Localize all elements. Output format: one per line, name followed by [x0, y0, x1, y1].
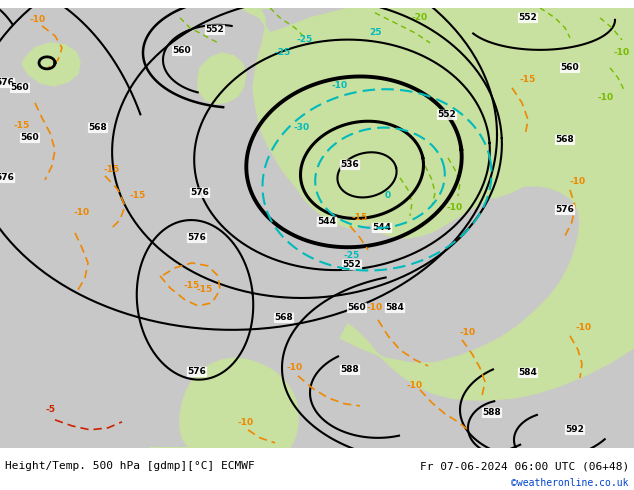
Text: 544: 544: [373, 223, 392, 232]
Text: 588: 588: [340, 366, 359, 374]
Text: 568: 568: [89, 123, 107, 132]
Text: -10: -10: [407, 381, 423, 391]
Text: -15: -15: [104, 165, 120, 174]
Text: -10: -10: [576, 323, 592, 332]
Text: -10: -10: [460, 328, 476, 337]
Text: 576: 576: [0, 78, 15, 87]
Text: 552: 552: [519, 13, 538, 23]
Text: 576: 576: [0, 173, 15, 182]
Text: -10: -10: [367, 303, 383, 312]
Text: 536: 536: [340, 160, 359, 170]
Text: -15: -15: [197, 285, 213, 294]
Polygon shape: [240, 8, 634, 228]
Text: Height/Temp. 500 hPa [gdmp][°C] ECMWF: Height/Temp. 500 hPa [gdmp][°C] ECMWF: [5, 462, 255, 471]
Text: ©weatheronline.co.uk: ©weatheronline.co.uk: [512, 478, 629, 488]
Text: 560: 560: [11, 83, 29, 92]
Text: 568: 568: [555, 135, 574, 145]
Text: -5: -5: [45, 405, 55, 415]
Text: -10: -10: [30, 15, 46, 24]
Text: -15: -15: [520, 75, 536, 84]
Text: -10: -10: [332, 81, 348, 90]
Text: -15: -15: [352, 213, 368, 222]
Text: -10: -10: [238, 418, 254, 427]
Text: 592: 592: [566, 425, 585, 434]
Text: 544: 544: [318, 218, 337, 226]
Text: 568: 568: [275, 313, 294, 322]
Text: -15: -15: [14, 122, 30, 130]
Text: -30: -30: [294, 123, 310, 132]
Text: -25: -25: [275, 49, 291, 57]
Polygon shape: [198, 53, 246, 104]
Text: 560: 560: [347, 303, 366, 312]
Text: 588: 588: [482, 408, 501, 417]
Text: -10: -10: [598, 94, 614, 102]
Polygon shape: [150, 358, 298, 448]
Text: 552: 552: [437, 110, 456, 120]
Text: 576: 576: [188, 233, 207, 243]
Text: -20: -20: [412, 13, 428, 23]
Text: 576: 576: [555, 205, 574, 214]
Text: 0: 0: [385, 192, 391, 200]
Text: 552: 552: [342, 260, 361, 270]
Text: -10: -10: [447, 203, 463, 212]
Text: -10: -10: [74, 208, 90, 218]
Text: -15: -15: [130, 192, 146, 200]
Text: -10: -10: [570, 177, 586, 186]
Text: 576: 576: [191, 188, 209, 197]
Polygon shape: [22, 43, 80, 86]
Text: -25: -25: [297, 35, 313, 45]
Text: 560: 560: [172, 47, 191, 55]
Text: 552: 552: [205, 25, 224, 34]
Text: 560: 560: [21, 133, 39, 143]
Text: -10: -10: [614, 49, 630, 57]
Text: 25: 25: [369, 28, 381, 37]
Text: Fr 07-06-2024 06:00 UTC (06+48): Fr 07-06-2024 06:00 UTC (06+48): [420, 462, 629, 471]
Polygon shape: [330, 8, 634, 400]
Text: -15: -15: [184, 281, 200, 291]
Text: 576: 576: [188, 368, 207, 376]
Text: 560: 560: [560, 63, 579, 73]
Text: -10: -10: [287, 364, 303, 372]
Text: 584: 584: [519, 368, 538, 377]
Text: -25: -25: [344, 251, 360, 260]
Text: 584: 584: [385, 303, 404, 312]
